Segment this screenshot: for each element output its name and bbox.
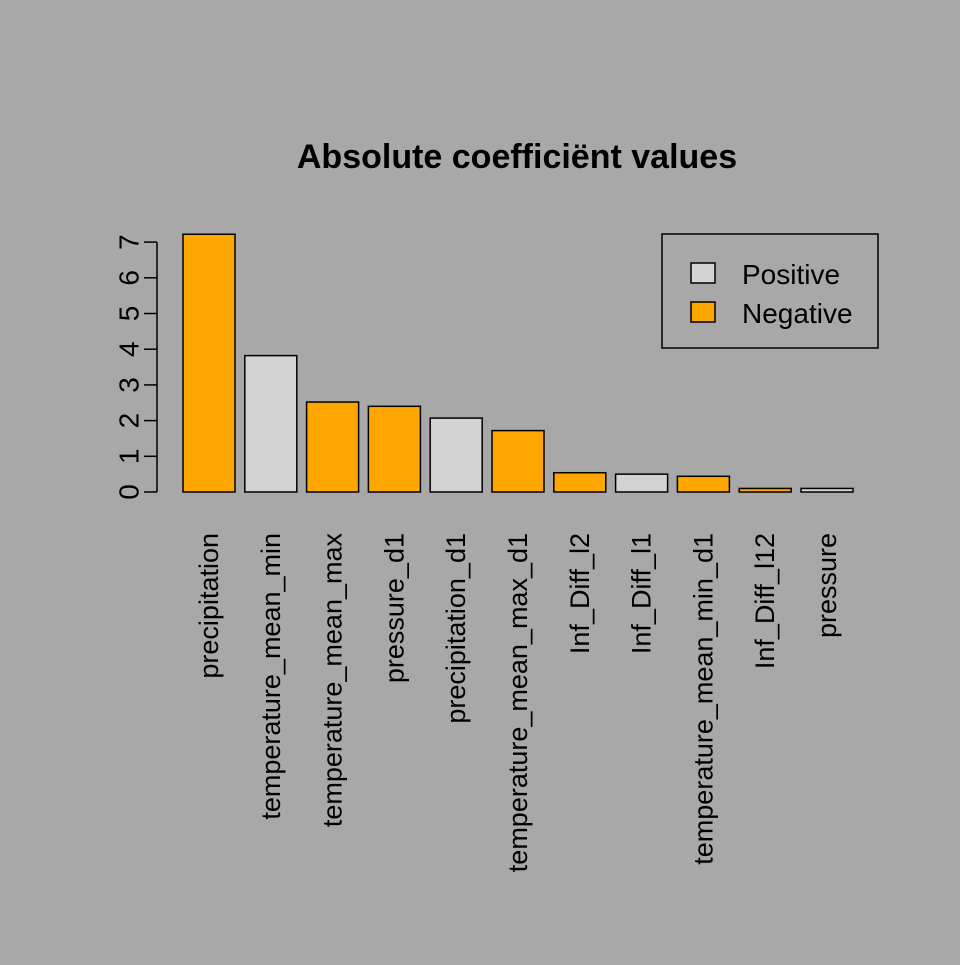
x-category-label: Inf_Diff_l12: [750, 533, 780, 669]
x-category-label: temperature_mean_min_d1: [688, 533, 718, 865]
legend-label-negative: Negative: [742, 298, 853, 329]
bar: [491, 429, 545, 493]
y-tick-label: 1: [114, 449, 145, 465]
bar: [676, 475, 731, 493]
category-labels: precipitation temperature_mean_min tempera…: [194, 533, 842, 873]
x-category-label: temperature_mean_min: [256, 533, 286, 820]
bar: [305, 401, 360, 493]
x-category-label: Inf_Diff_l1: [627, 533, 657, 654]
y-tick-label: 6: [114, 270, 145, 286]
chart-title: Absolute coefficiënt values: [297, 138, 737, 176]
bar: [614, 473, 669, 493]
y-tick-label: 5: [114, 306, 145, 322]
bar: [244, 354, 298, 493]
x-category-label: pressure: [812, 533, 842, 638]
y-axis: 0 1 2 3 4 5 6 7: [114, 234, 158, 500]
x-category-label: precipitation_d1: [441, 533, 471, 724]
x-category-label: precipitation: [194, 533, 224, 679]
x-category-label: temperature_mean_max_d1: [503, 533, 533, 872]
legend-swatch-positive: [690, 262, 716, 284]
legend-label-positive: Positive: [742, 259, 840, 290]
y-tick-label: 2: [114, 413, 145, 429]
bar-series: [182, 233, 854, 493]
bar: [553, 471, 607, 493]
bar: [429, 417, 483, 493]
y-tick-label: 7: [114, 234, 145, 250]
y-tick-label: 0: [114, 484, 145, 500]
x-category-label: temperature_mean_max: [318, 533, 348, 828]
legend-box: [661, 233, 879, 349]
bar: [367, 405, 422, 493]
y-tick-label: 3: [114, 377, 145, 393]
legend: Positive Negative: [661, 233, 879, 349]
x-category-label: Inf_Diff_l2: [565, 533, 595, 654]
bar: [738, 487, 792, 493]
bar: [182, 233, 236, 493]
bar: [800, 487, 854, 493]
x-category-label: pressure_d1: [379, 533, 409, 683]
legend-swatch-negative: [690, 301, 716, 323]
y-tick-label: 4: [114, 341, 145, 357]
